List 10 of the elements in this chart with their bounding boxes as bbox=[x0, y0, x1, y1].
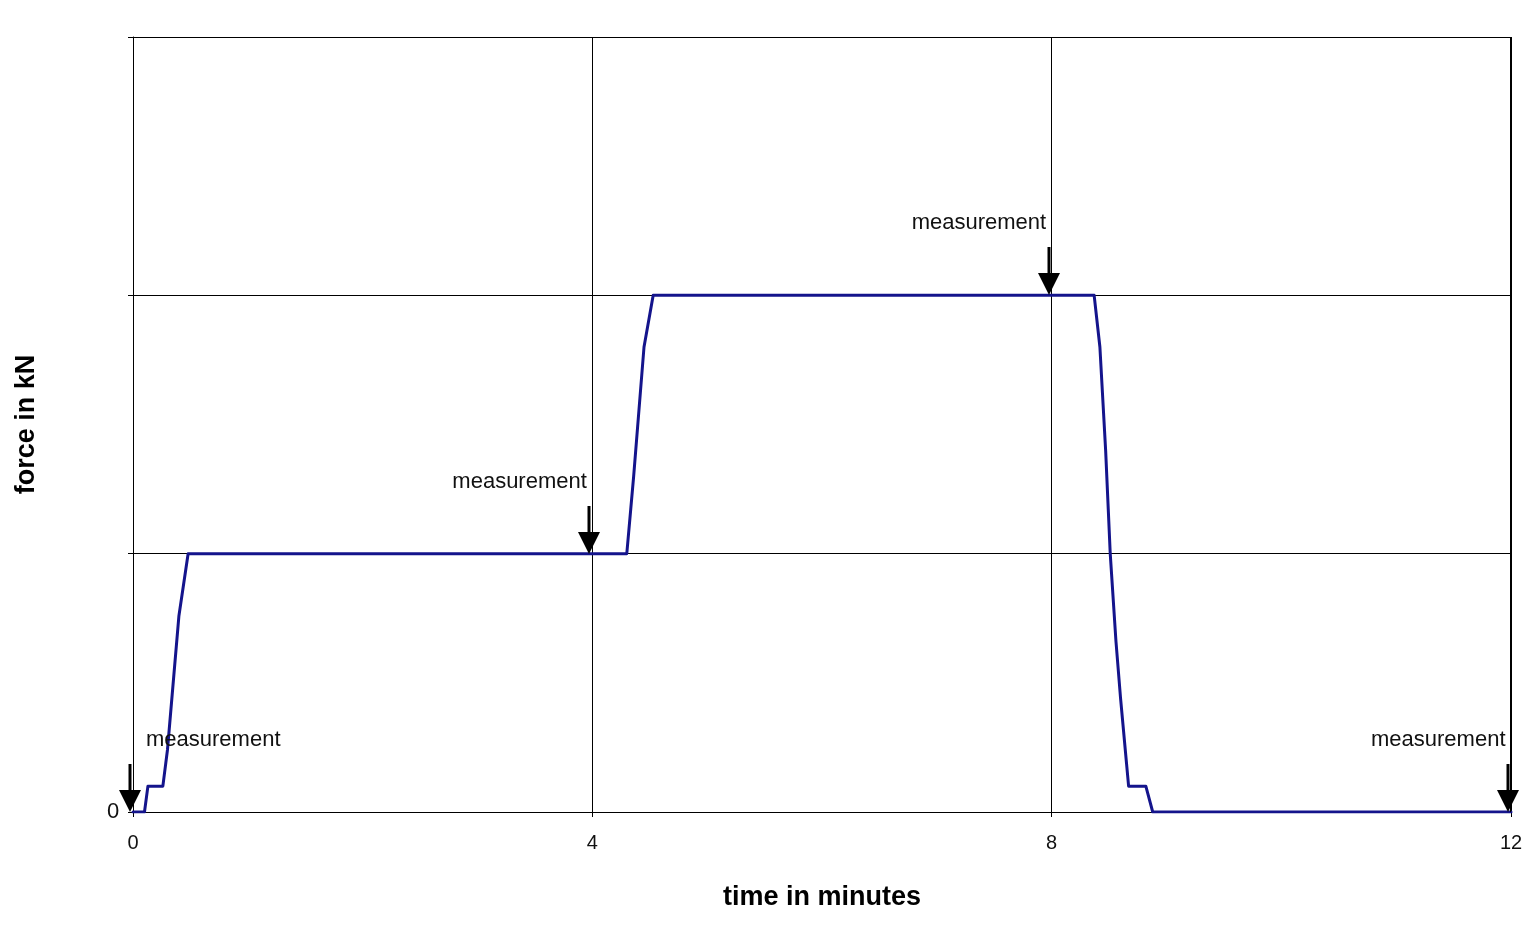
x-tick-label: 8 bbox=[1046, 831, 1058, 853]
annotation: measurement bbox=[1371, 726, 1506, 751]
x-axis-title: time in minutes bbox=[722, 880, 922, 911]
annotation: measurement bbox=[452, 467, 587, 493]
x-tick-label: 12 bbox=[1499, 831, 1523, 853]
y-axis-title: force in kN bbox=[9, 354, 40, 495]
annotation: measurement bbox=[911, 209, 1047, 235]
text: 0 bbox=[107, 798, 120, 823]
x-tick-label: 4 bbox=[586, 831, 598, 853]
x-tick-label: 0 bbox=[127, 831, 139, 853]
